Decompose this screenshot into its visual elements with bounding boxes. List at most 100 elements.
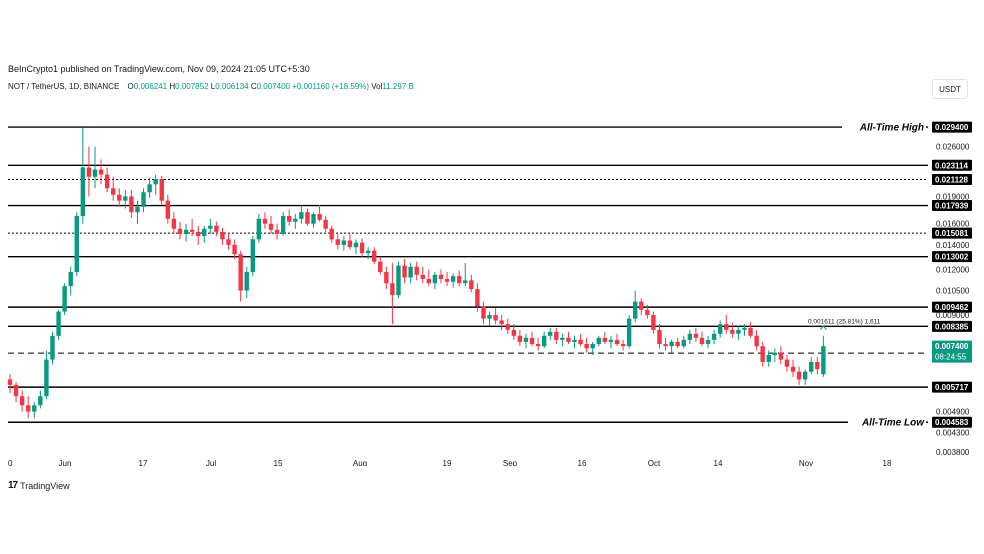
last-price-badge-bg [932, 340, 972, 363]
candle-body [365, 250, 371, 254]
candle-body [384, 272, 389, 284]
candle-body [359, 242, 365, 254]
candle-body [147, 184, 152, 193]
candle-body [596, 337, 601, 345]
annotation-bg [842, 121, 926, 134]
candle-body [651, 315, 656, 330]
candle-body [675, 341, 680, 347]
candle-body [778, 352, 784, 360]
candle-body [62, 286, 67, 312]
level-annotation: All-Time Low [861, 418, 925, 429]
candle-body [195, 231, 201, 237]
candle-body [74, 215, 79, 273]
candle-body [584, 344, 589, 349]
level-badge: 0.009462 [935, 303, 969, 312]
axes: 0.026000 0.019000 0.016000 0.014000 0.012000… [8, 143, 970, 466]
level-badge: 0.029400 [935, 123, 969, 132]
candle-body [293, 218, 298, 222]
candle-body [802, 371, 808, 380]
candle-body [250, 239, 255, 273]
candle-body [177, 228, 183, 234]
candlestick-chart[interactable]: All-Time High All-Time Low 0.001611 (25.81… [0, 76, 984, 466]
candle-body [165, 200, 171, 219]
candle-body [657, 329, 662, 345]
level-badge-bg [932, 227, 972, 239]
candle-body [541, 335, 547, 347]
candle-body [262, 218, 268, 224]
candle-body [287, 215, 292, 222]
x-tick-label: 14 [714, 459, 723, 466]
volume-label: Vol [371, 82, 383, 91]
level-badge: 0.005717 [935, 383, 969, 392]
candle-body [232, 244, 237, 255]
candle-body [104, 174, 110, 189]
low-label: L [210, 82, 216, 91]
level-badge: 0.023114 [935, 161, 968, 170]
candle-body [560, 337, 565, 340]
candle-body [317, 214, 322, 220]
x-tick-label: 0 [8, 459, 13, 466]
x-tick-label: Jul [206, 459, 216, 466]
candle-body [372, 250, 377, 262]
candle-body [80, 167, 86, 216]
candle-body [535, 344, 541, 347]
candle-body [341, 240, 347, 245]
level-badge: 0.013002 [935, 253, 969, 262]
candle-body [414, 266, 419, 275]
candle-body [487, 315, 492, 319]
currency-button[interactable]: USDT [932, 79, 968, 99]
candle-body [669, 341, 674, 347]
level-badge-bg [932, 159, 972, 171]
candle-body [796, 371, 802, 380]
candle-body [19, 396, 25, 406]
candle-body [590, 344, 595, 349]
candle-body [378, 261, 383, 273]
candle-body [809, 361, 814, 372]
last-price-badge: 0.007400 [935, 342, 969, 351]
candle-body [456, 276, 462, 284]
candle-body [626, 318, 632, 347]
level-badge-bg [932, 121, 972, 133]
candle-body [56, 311, 61, 336]
candle-body [548, 331, 553, 336]
candle-body [505, 324, 510, 330]
candle-body [481, 306, 486, 319]
candle-body [68, 272, 73, 287]
x-tick-label: 16 [578, 459, 587, 466]
x-tick-label: Sep [503, 459, 518, 466]
candle-body [450, 276, 456, 282]
x-tick-label: Aug [353, 459, 367, 466]
candle-body [463, 280, 468, 284]
candle-body [353, 242, 359, 248]
candle-body [50, 335, 55, 360]
level-badge: 0.021128 [935, 176, 968, 185]
x-tick-label: 15 [274, 459, 283, 466]
candle-body [687, 333, 693, 340]
symbol-title[interactable]: NOT / TetherUS, 1D, BINANCE [8, 82, 120, 91]
candle-body [608, 339, 614, 342]
candle-body [7, 379, 13, 385]
open-label: O [127, 82, 134, 91]
tradingview-logo[interactable]: 17 TradingView [8, 480, 70, 491]
candle-body [299, 212, 304, 219]
level-badge: 0.004583 [935, 418, 969, 427]
candle-body [681, 339, 686, 347]
candle-body [329, 228, 334, 240]
candle-body [511, 329, 517, 336]
close-label: C [250, 82, 257, 91]
candle-body [766, 354, 771, 362]
candle-body [438, 274, 444, 279]
candle-body [602, 337, 608, 342]
candle-body [736, 329, 741, 334]
candle-body [305, 212, 310, 224]
candles [7, 127, 827, 419]
candle-body [572, 339, 577, 342]
candle-body [311, 214, 316, 224]
candle-body [493, 315, 498, 321]
candle-body [420, 274, 425, 279]
level-badge-bg [932, 174, 972, 186]
candle-body [220, 231, 225, 240]
level-badge: 0.015081 [935, 229, 969, 238]
candle-body [408, 266, 413, 278]
candle-body [347, 240, 353, 248]
